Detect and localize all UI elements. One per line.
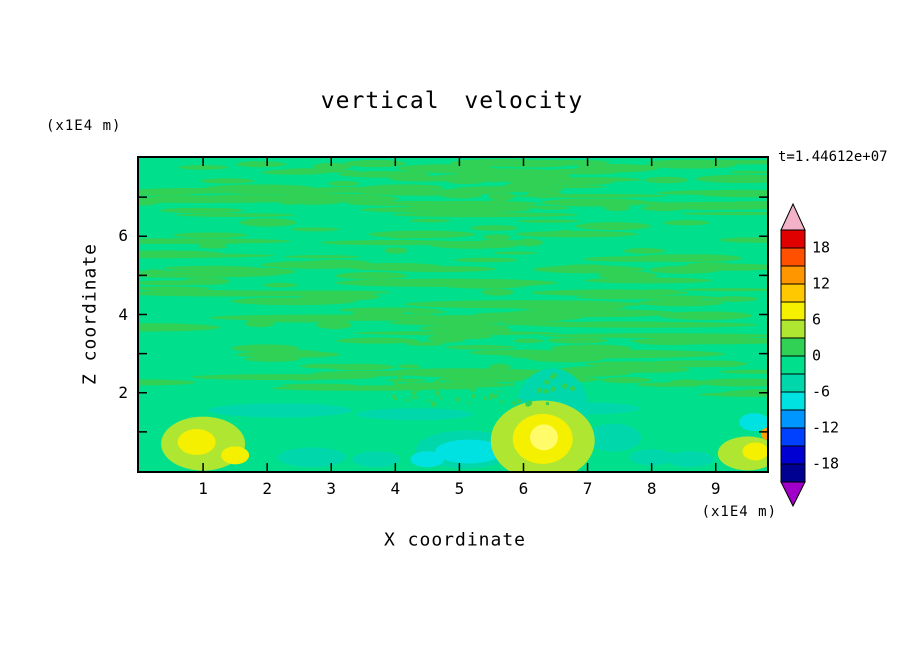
timestamp-label: t=1.44612e+07: [778, 149, 888, 165]
colorbar: [780, 202, 806, 508]
x-tick-label: 6: [518, 479, 529, 498]
y-tick-label: 4: [118, 304, 128, 324]
x-tick-label: 8: [646, 479, 657, 498]
axis-ticks: [139, 158, 767, 471]
colorbar-label: 6: [812, 310, 822, 329]
x-tick-label: 3: [326, 479, 337, 498]
colorbar-label: -18: [812, 454, 840, 473]
x-tick-label: 2: [262, 479, 272, 498]
contour-field: [139, 158, 767, 471]
y-axis-unit: (x1E4 m): [46, 118, 122, 134]
colorbar-label: 0: [812, 346, 822, 365]
y-tick-label: 2: [118, 382, 128, 402]
colorbar-label: -6: [812, 382, 831, 401]
x-axis-unit: (x1E4 m): [701, 504, 777, 520]
colorbar-label: -12: [812, 418, 840, 437]
x-tick-label: 4: [390, 479, 401, 498]
x-tick-label: 1: [198, 479, 208, 498]
x-axis-label: X coordinate: [383, 529, 527, 551]
x-tick-label: 9: [710, 479, 721, 498]
colorbar-label: 12: [812, 274, 831, 293]
x-tick-label: 7: [582, 479, 593, 498]
y-tick-label: 6: [118, 226, 128, 246]
chart-title: vertical velocity: [320, 88, 584, 114]
x-tick-label: 5: [454, 479, 465, 498]
y-axis-label: Z coordinate: [79, 242, 101, 386]
colorbar-label: 18: [812, 238, 831, 257]
plot-area: [137, 156, 769, 473]
